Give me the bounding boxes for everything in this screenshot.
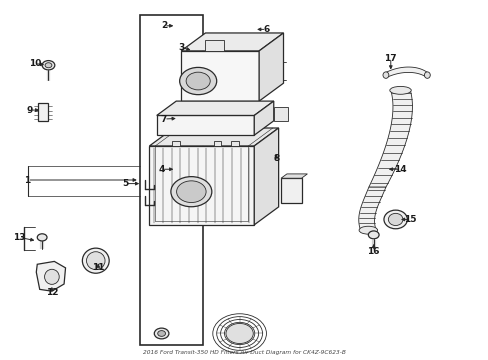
Bar bbox=[149, 146, 254, 225]
Bar bbox=[157, 116, 254, 135]
Bar bbox=[140, 15, 203, 345]
Text: 12: 12 bbox=[45, 288, 58, 297]
Bar bbox=[38, 103, 48, 121]
Ellipse shape bbox=[389, 86, 410, 94]
Text: 17: 17 bbox=[384, 54, 396, 63]
Ellipse shape bbox=[44, 269, 59, 284]
Polygon shape bbox=[385, 67, 427, 78]
Circle shape bbox=[170, 177, 211, 207]
Circle shape bbox=[37, 234, 47, 241]
Ellipse shape bbox=[424, 72, 429, 78]
Circle shape bbox=[176, 181, 205, 203]
Text: 9: 9 bbox=[27, 105, 33, 114]
Bar bbox=[231, 140, 239, 146]
Text: 2: 2 bbox=[161, 21, 167, 30]
Text: 2016 Ford Transit-350 HD Filters Air Duct Diagram for CK4Z-9C623-B: 2016 Ford Transit-350 HD Filters Air Duc… bbox=[143, 350, 345, 355]
Polygon shape bbox=[281, 174, 307, 178]
Polygon shape bbox=[157, 101, 273, 116]
Text: 6: 6 bbox=[263, 25, 269, 34]
Circle shape bbox=[186, 72, 210, 90]
Polygon shape bbox=[149, 128, 278, 146]
Ellipse shape bbox=[86, 252, 105, 270]
Polygon shape bbox=[254, 128, 278, 225]
Text: 7: 7 bbox=[161, 114, 167, 123]
Circle shape bbox=[154, 328, 168, 339]
Polygon shape bbox=[36, 261, 65, 291]
Polygon shape bbox=[259, 33, 283, 101]
Bar bbox=[273, 107, 288, 121]
Text: 3: 3 bbox=[178, 43, 184, 52]
Polygon shape bbox=[254, 101, 273, 135]
Circle shape bbox=[42, 60, 55, 70]
Ellipse shape bbox=[383, 210, 407, 229]
Text: 16: 16 bbox=[366, 247, 379, 256]
Polygon shape bbox=[181, 33, 283, 51]
Ellipse shape bbox=[382, 72, 388, 78]
Circle shape bbox=[45, 63, 52, 68]
Ellipse shape bbox=[387, 213, 402, 226]
Text: 1: 1 bbox=[24, 176, 31, 185]
Text: 15: 15 bbox=[403, 215, 416, 224]
Text: 8: 8 bbox=[272, 154, 279, 163]
Ellipse shape bbox=[358, 226, 377, 234]
Text: 14: 14 bbox=[393, 165, 406, 174]
Text: 13: 13 bbox=[13, 233, 25, 242]
Circle shape bbox=[179, 67, 216, 95]
Ellipse shape bbox=[82, 248, 109, 273]
Text: 5: 5 bbox=[122, 179, 128, 188]
Text: 10: 10 bbox=[29, 59, 41, 68]
Polygon shape bbox=[368, 90, 411, 187]
Bar bbox=[281, 178, 301, 203]
Text: 4: 4 bbox=[158, 165, 164, 174]
Circle shape bbox=[367, 231, 378, 239]
Text: 11: 11 bbox=[92, 264, 104, 273]
Polygon shape bbox=[358, 187, 385, 230]
Bar bbox=[171, 140, 179, 146]
Bar bbox=[181, 51, 259, 101]
Circle shape bbox=[225, 323, 253, 343]
Circle shape bbox=[158, 330, 165, 336]
Bar bbox=[204, 40, 224, 51]
Bar bbox=[213, 140, 221, 146]
